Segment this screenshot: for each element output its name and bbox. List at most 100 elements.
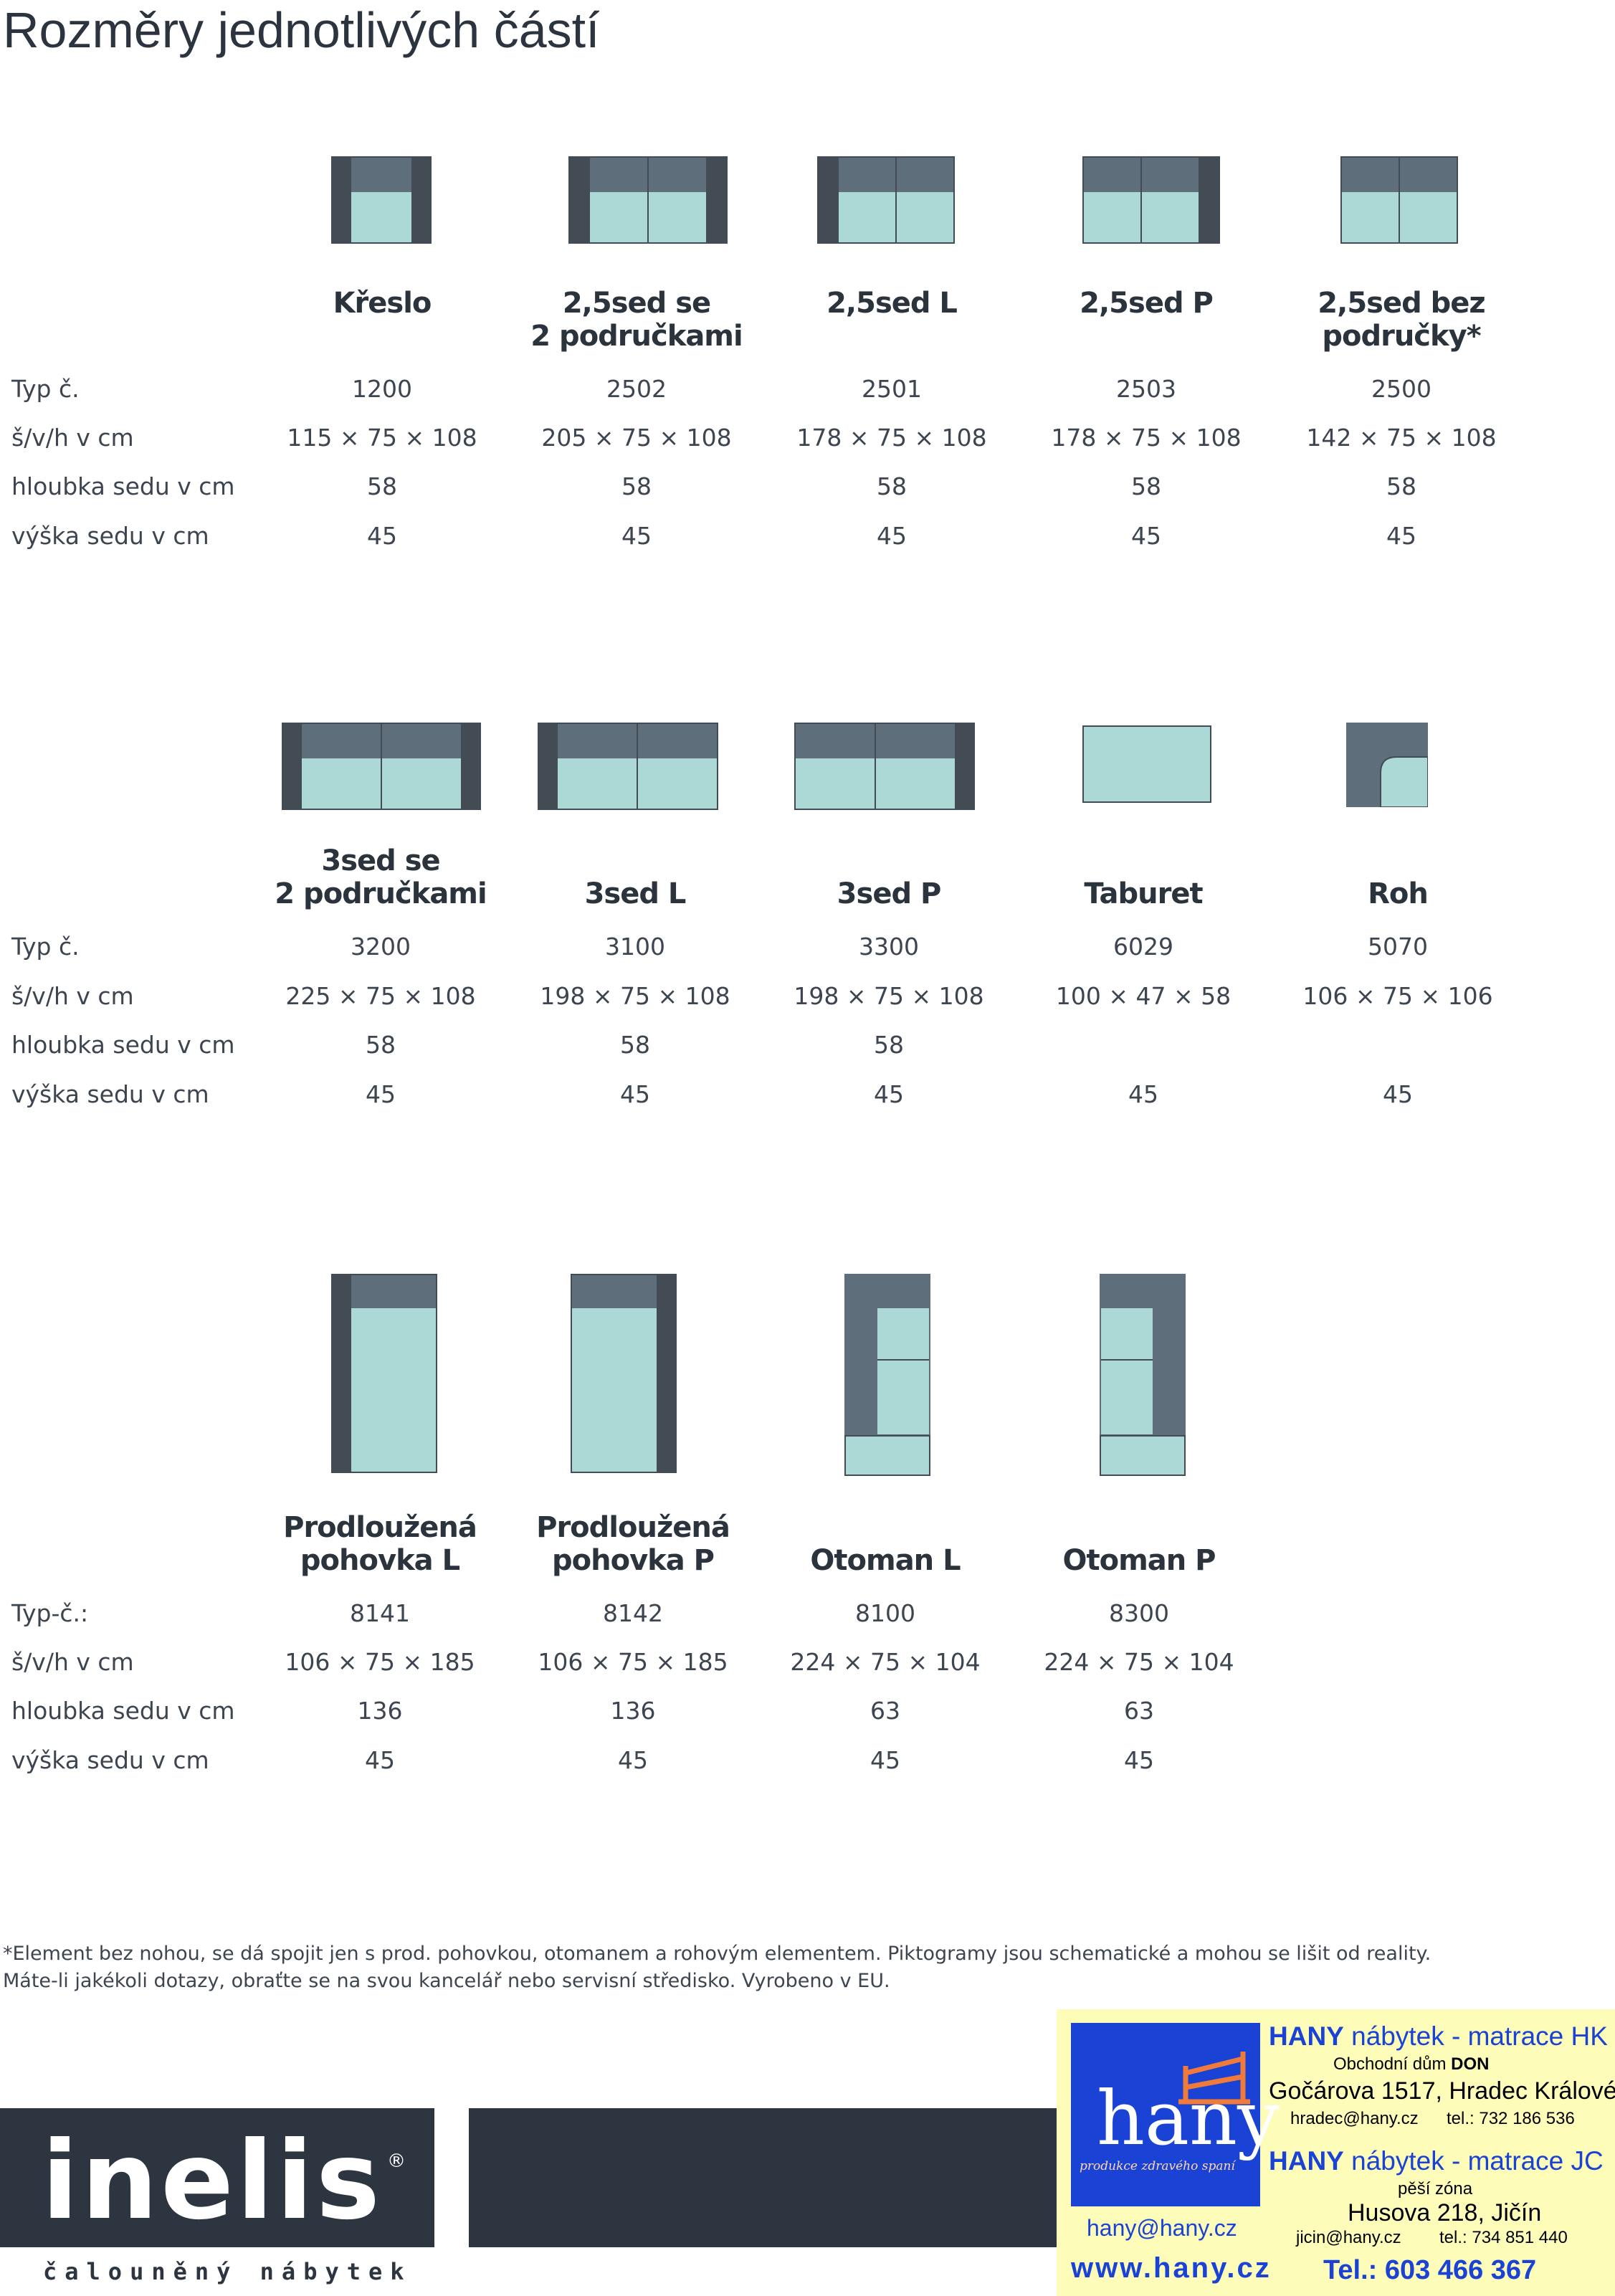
page-title: Rozměry jednotlivých částí [3, 2, 600, 58]
value-seat-depth: 58 [877, 472, 907, 500]
hk-store-title: HANY nábytek - matrace HK [1269, 2021, 1608, 2051]
jc-store-address: Husova 218, Jičín [1348, 2199, 1542, 2226]
row-label-seat-height: výška sedu v cm [11, 522, 209, 550]
row-label-seat-depth: hloubka sedu v cm [11, 1697, 235, 1725]
product-name-line-2: Taburet [1084, 877, 1203, 910]
value-dimensions: 178 × 75 × 108 [1051, 424, 1242, 452]
value-type-number: 5070 [1368, 933, 1428, 961]
value-seat-depth: 136 [610, 1697, 656, 1725]
row-label-type-number: Typ č. [11, 375, 80, 403]
hk-store-place: Obchodní dům DON [1333, 2054, 1490, 2074]
row-label-seat-height: výška sedu v cm [11, 1080, 209, 1108]
value-seat-height: 45 [1128, 1080, 1158, 1108]
product-name-line-1: 2,5sed bez [1318, 287, 1485, 320]
value-type-number: 3100 [605, 933, 665, 961]
product-name-line-1: Křeslo [333, 287, 432, 320]
hk-store-address: Gočárova 1517, Hradec Králové [1269, 2077, 1615, 2105]
value-type-number: 1200 [352, 375, 412, 403]
hk-store-phone: tel.: 732 186 536 [1447, 2109, 1575, 2128]
value-dimensions: 224 × 75 × 104 [1044, 1648, 1234, 1676]
hany-website-link[interactable]: www.hany.cz [1071, 2252, 1272, 2284]
row-label-seat-depth: hloubka sedu v cm [11, 472, 235, 500]
sofa-3-right-pictogram [794, 723, 975, 810]
value-dimensions: 205 × 75 × 108 [541, 424, 732, 452]
value-type-number: 8142 [603, 1599, 663, 1627]
value-dimensions: 198 × 75 × 108 [540, 982, 730, 1010]
hk-store-email: hradec@hany.cz [1290, 2109, 1419, 2128]
chaise-right-pictogram [571, 1274, 677, 1473]
hany-registered-mark: ® [1244, 2026, 1258, 2043]
stool-pictogram [1082, 725, 1211, 803]
jc-store-phone: tel.: 734 851 440 [1439, 2228, 1568, 2247]
product-name-line-1: 2,5sed L [826, 287, 958, 320]
value-type-number: 8300 [1109, 1599, 1169, 1627]
value-dimensions: 178 × 75 × 108 [796, 424, 987, 452]
value-seat-height: 45 [620, 1080, 650, 1108]
product-name-line-2: pohovka L [300, 1544, 460, 1577]
value-seat-depth: 63 [1124, 1697, 1154, 1725]
value-seat-height: 45 [618, 1746, 648, 1774]
sofa-3-left-pictogram [538, 723, 718, 810]
inelis-subtitle: čalouněný nábytek [43, 2258, 412, 2285]
jc-store-email: jicin@hany.cz [1296, 2228, 1401, 2247]
value-dimensions: 106 × 75 × 185 [538, 1648, 728, 1676]
value-seat-height: 45 [1386, 522, 1416, 550]
value-seat-height: 45 [870, 1746, 900, 1774]
jc-store-title: HANY nábytek - matrace JC [1269, 2146, 1604, 2176]
hany-phone: Tel.: 603 466 367 [1323, 2255, 1537, 2285]
value-seat-height: 45 [874, 1080, 904, 1108]
product-name-line-2: 3sed P [837, 877, 942, 910]
value-dimensions: 106 × 75 × 185 [285, 1648, 475, 1676]
value-seat-depth: 58 [874, 1031, 904, 1059]
sofa-2-5-right-pictogram [1082, 156, 1220, 244]
value-seat-depth: 58 [620, 1031, 650, 1059]
value-dimensions: 106 × 75 × 106 [1302, 982, 1493, 1010]
product-name-line-1: 2,5sed P [1080, 287, 1214, 320]
product-name-line-2: Otoman L [810, 1544, 961, 1577]
sofa-2-5-two-arms-pictogram [568, 156, 728, 244]
jc-store-place: pěší zóna [1398, 2179, 1473, 2199]
product-name-line-1: 3sed se [321, 844, 440, 877]
hany-email-link[interactable]: hany@hany.cz [1087, 2215, 1237, 2241]
value-seat-height: 45 [367, 522, 397, 550]
product-name-line-2: 2 područkami [275, 877, 487, 910]
value-type-number: 2501 [862, 375, 922, 403]
product-name-line-1: 2,5sed se [562, 287, 711, 320]
row-label-dimensions: š/v/h v cm [11, 982, 134, 1010]
brand-bar [469, 2108, 1057, 2247]
footnote-line-1: *Element bez nohou, se dá spojit jen s p… [3, 1943, 1431, 1965]
value-dimensions: 225 × 75 × 108 [285, 982, 476, 1010]
product-name-line-1: Prodloužená [283, 1511, 477, 1544]
sofa-2-5-no-arm-pictogram [1340, 156, 1458, 244]
product-name-line-1: Prodloužená [536, 1511, 730, 1544]
value-type-number: 2503 [1116, 375, 1176, 403]
value-seat-height: 45 [621, 522, 652, 550]
row-label-seat-height: výška sedu v cm [11, 1746, 209, 1774]
sofa-2-5-left-pictogram [817, 156, 955, 244]
row-label-dimensions: š/v/h v cm [11, 424, 134, 452]
sofa-3-two-arms-pictogram [282, 723, 481, 810]
value-seat-height: 45 [365, 1746, 395, 1774]
product-name-line-2: Roh [1368, 877, 1429, 910]
row-label-type-number: Typ-č.: [11, 1599, 89, 1627]
chaise-left-pictogram [331, 1274, 437, 1473]
product-name-line-2: 2 područkami [530, 320, 743, 353]
value-type-number: 8100 [855, 1599, 915, 1627]
row-label-type-number: Typ č. [11, 933, 80, 961]
value-dimensions: 142 × 75 × 108 [1306, 424, 1497, 452]
product-name-line-2: područky* [1322, 320, 1481, 353]
value-seat-depth: 58 [367, 472, 397, 500]
hany-logo-tagline: produkce zdravého spaní [1080, 2159, 1235, 2173]
product-name-line-2: Otoman P [1062, 1544, 1216, 1577]
value-seat-height: 45 [1131, 522, 1161, 550]
value-dimensions: 115 × 75 × 108 [287, 424, 477, 452]
value-type-number: 3300 [859, 933, 919, 961]
value-seat-depth: 136 [357, 1697, 403, 1725]
row-label-dimensions: š/v/h v cm [11, 1648, 134, 1676]
inelis-registered-mark: ® [387, 2150, 406, 2172]
value-type-number: 3200 [351, 933, 411, 961]
value-seat-height: 45 [366, 1080, 396, 1108]
value-dimensions: 198 × 75 × 108 [794, 982, 984, 1010]
value-type-number: 2500 [1371, 375, 1431, 403]
value-seat-depth: 58 [1386, 472, 1416, 500]
